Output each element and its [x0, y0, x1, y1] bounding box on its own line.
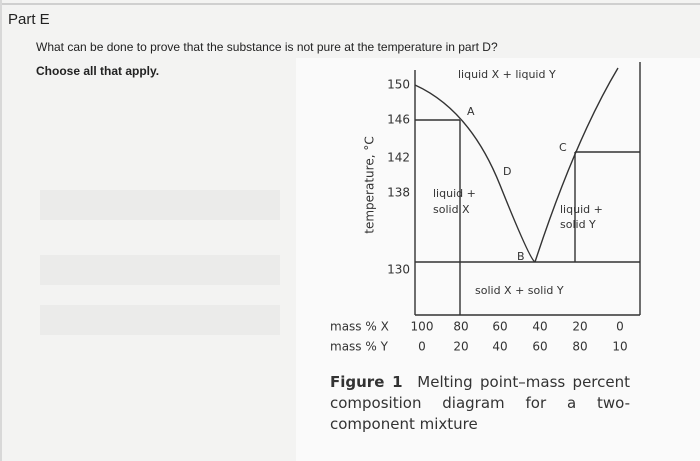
- y-tick-label: 138: [387, 186, 410, 200]
- mass-value: 80: [453, 320, 468, 334]
- mass-value: 80: [572, 340, 587, 354]
- y-tick-label: 130: [387, 263, 410, 277]
- blurred-option: [40, 305, 280, 335]
- liquidus-x: [414, 84, 536, 263]
- mass-value: 0: [418, 340, 426, 354]
- instruction: Choose all that apply.: [36, 64, 159, 78]
- figure-panel: [296, 58, 700, 461]
- region-label: liquid +: [560, 203, 603, 216]
- point-label: C: [559, 141, 567, 154]
- mass-value: 20: [572, 320, 587, 334]
- y-tick-label: 150: [387, 78, 410, 92]
- question: What can be done to prove that the subst…: [36, 40, 498, 54]
- region-label: liquid +: [433, 187, 476, 200]
- caption-label: Figure 1: [330, 373, 403, 391]
- region-label: solid X: [433, 203, 470, 216]
- labels: liquid X + liquid Y A D C B liquid + sol…: [330, 68, 603, 354]
- y-axis-label: temperature, °C: [363, 136, 377, 233]
- y-tick-label: 142: [387, 151, 410, 165]
- blurred-option: [40, 190, 280, 220]
- mass-value: 0: [616, 320, 624, 334]
- region-label: liquid X + liquid Y: [458, 68, 556, 81]
- mass-value: 10: [612, 340, 627, 354]
- point-label: A: [467, 105, 475, 118]
- phase-diagram: [414, 62, 641, 316]
- mass-value: 60: [532, 340, 547, 354]
- blurred-option: [40, 255, 280, 285]
- caption-text: Melting point–mass percent composition d…: [330, 373, 630, 433]
- y-tick-label: 146: [387, 113, 410, 127]
- point-label: D: [503, 165, 511, 178]
- point-label: B: [517, 250, 525, 263]
- mass-value: 40: [532, 320, 547, 334]
- mass-value: 60: [492, 320, 507, 334]
- part-title: Part E: [8, 11, 50, 28]
- left-edge: [0, 0, 2, 461]
- mass-y-label: mass % Y: [330, 340, 389, 354]
- mass-value: 100: [411, 320, 434, 334]
- mass-x-label: mass % X: [330, 320, 389, 334]
- region-label: solid Y: [560, 218, 596, 231]
- mass-value: 40: [492, 340, 507, 354]
- figure-caption: Figure 1 Melting point–mass percent comp…: [330, 372, 630, 435]
- mass-value: 20: [453, 340, 468, 354]
- region-label: solid X + solid Y: [475, 284, 564, 297]
